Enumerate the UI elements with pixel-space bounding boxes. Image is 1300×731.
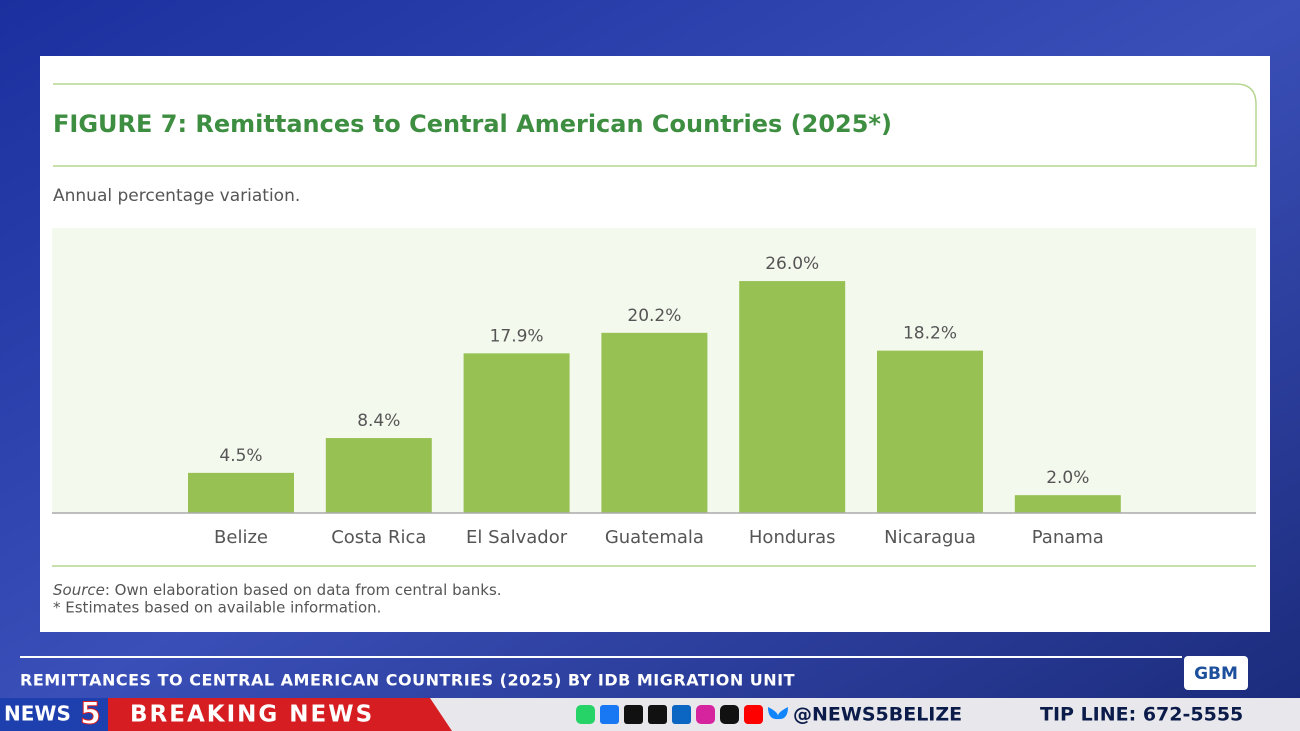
bar [601, 332, 708, 513]
bar [325, 438, 432, 513]
logo-text: NEWS [4, 702, 71, 726]
bar [877, 350, 983, 513]
icon [648, 705, 667, 724]
x-tick-label: Honduras [749, 527, 836, 548]
icon [720, 705, 739, 724]
value-label: 8.4% [357, 411, 400, 431]
banner-box [108, 698, 452, 731]
bar [1014, 495, 1121, 513]
icon [744, 705, 763, 724]
chart-title: FIGURE 7: Remittances to Central America… [53, 110, 892, 138]
handle: @NEWS5BELIZE [793, 704, 962, 726]
headline: REMITTANCES TO CENTRAL AMERICAN COUNTRIE… [20, 671, 795, 690]
icon [672, 705, 691, 724]
x-tick-label: Guatemala [605, 527, 704, 548]
x-tick-label: Nicaragua [884, 527, 976, 548]
bar [739, 281, 846, 513]
value-label: 17.9% [490, 326, 544, 346]
value-label: 20.2% [627, 306, 681, 326]
note: * Estimates based on available informati… [53, 599, 381, 617]
sponsor-box [1184, 656, 1248, 690]
icon [768, 707, 788, 720]
value-label: 18.2% [903, 324, 957, 344]
social-icons [576, 705, 788, 724]
x-tick-label: Costa Rica [331, 527, 426, 548]
icon [600, 705, 619, 724]
sponsor-logo: GBM [1194, 664, 1238, 684]
source-label: Source [53, 581, 105, 599]
icon [624, 705, 643, 724]
bar [188, 472, 294, 513]
logo-number: 5 [80, 697, 101, 731]
x-tick-label: Belize [214, 527, 268, 548]
source-text: : Own elaboration based on data from cen… [105, 581, 502, 599]
x-tick-label: Panama [1032, 527, 1104, 548]
bar [463, 353, 570, 513]
logo-box [0, 698, 108, 731]
icon [576, 705, 595, 724]
value-label: 4.5% [219, 446, 262, 466]
value-label: 26.0% [765, 254, 819, 274]
chart-subtitle: Annual percentage variation. [53, 186, 300, 206]
icon [696, 705, 715, 724]
value-label: 2.0% [1046, 468, 1089, 488]
plot: 4.5% Belize 8.4% Costa Rica 17.9% El Salvador… [188, 254, 1121, 548]
banner: BREAKING NEWS [130, 702, 374, 728]
x-tick-label: El Salvador [466, 527, 568, 548]
source: Source: Own elaboration based on data fr… [53, 581, 502, 599]
title-frame [53, 83, 1257, 167]
tip-line: TIP LINE: 672-5555 [1040, 704, 1243, 726]
